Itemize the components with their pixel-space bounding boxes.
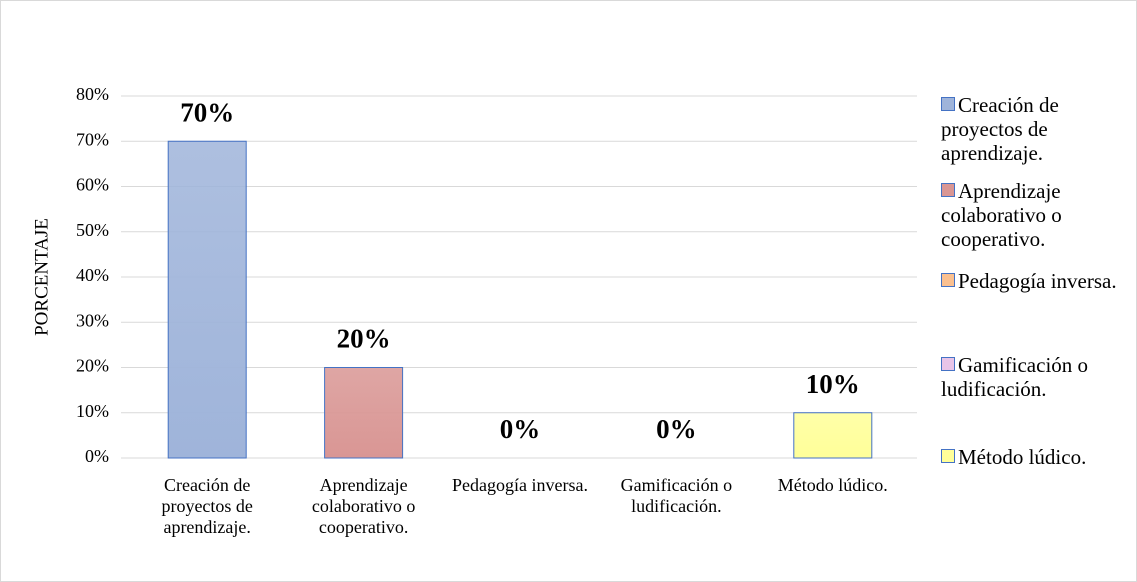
data-label: 70%: [180, 97, 234, 127]
legend-item: Método lúdico.: [941, 445, 1136, 469]
legend-swatch: [941, 449, 955, 463]
legend-item: Creación de proyectos de aprendizaje.: [941, 93, 1136, 165]
y-tick-label: 80%: [76, 84, 109, 104]
y-tick-label: 10%: [76, 401, 109, 421]
bar: [167, 140, 247, 459]
data-label: 0%: [500, 414, 541, 444]
y-tick-label: 30%: [76, 310, 109, 330]
legend-item: Gamificación o ludificación.: [941, 353, 1136, 401]
y-tick-label: 50%: [76, 220, 109, 240]
y-tick-label: 40%: [76, 265, 109, 285]
legend-label: Aprendizaje colaborativo o cooperativo.: [941, 179, 1062, 251]
x-tick-label: Creación de proyectos de aprendizaje.: [161, 475, 253, 537]
legend-label: Gamificación o ludificación.: [941, 353, 1089, 401]
legend-label: Método lúdico.: [958, 445, 1087, 469]
x-tick-label: Método lúdico.: [777, 475, 888, 495]
data-label: 20%: [337, 324, 391, 354]
data-label: 0%: [656, 414, 697, 444]
legend-item: Aprendizaje colaborativo o cooperativo.: [941, 179, 1136, 251]
bar: [793, 412, 873, 459]
legend-swatch: [941, 183, 955, 197]
legend-item: Pedagogía inversa.: [941, 269, 1136, 293]
legend-swatch: [941, 97, 955, 111]
legend-label: Creación de proyectos de aprendizaje.: [941, 93, 1059, 165]
data-label: 10%: [806, 369, 860, 399]
legend-label: Pedagogía inversa.: [958, 269, 1117, 293]
y-tick-label: 0%: [85, 446, 109, 466]
y-tick-label: 20%: [76, 356, 109, 376]
y-axis-label: PORCENTAJE: [31, 218, 52, 336]
x-tick-label: Aprendizaje colaborativo o cooperativo.: [311, 475, 416, 537]
legend-swatch: [941, 273, 955, 287]
legend-swatch: [941, 357, 955, 371]
x-tick-label: Pedagogía inversa.: [452, 475, 588, 495]
y-tick-label: 60%: [76, 175, 109, 195]
bar: [324, 367, 404, 459]
y-tick-label: 70%: [76, 129, 109, 149]
x-tick-label: Gamificación o ludificación.: [620, 475, 733, 516]
